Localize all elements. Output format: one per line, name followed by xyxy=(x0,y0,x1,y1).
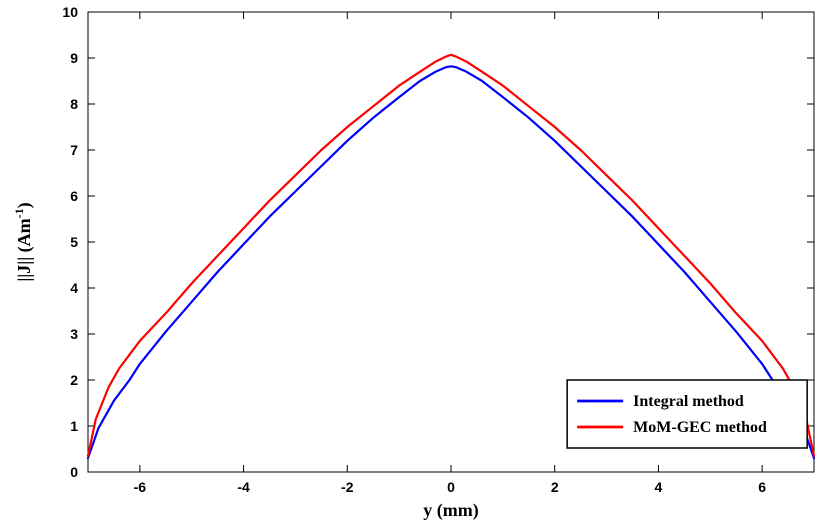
legend-label: Integral method xyxy=(633,393,744,410)
x-tick-label: 2 xyxy=(551,479,559,495)
x-axis-title: y (mm) xyxy=(423,500,478,521)
y-tick-label: 10 xyxy=(62,4,78,20)
line-chart: -6-4-20246012345678910y (mm)||J|| (Am-1)… xyxy=(0,0,840,532)
y-tick-label: 9 xyxy=(70,50,78,66)
legend-box xyxy=(567,380,807,448)
legend-label: MoM-GEC method xyxy=(633,419,767,436)
x-tick-label: -6 xyxy=(134,479,147,495)
x-tick-label: -2 xyxy=(341,479,354,495)
chart-container: -6-4-20246012345678910y (mm)||J|| (Am-1)… xyxy=(0,0,840,532)
legend: Integral method MoM-GEC method xyxy=(567,380,807,448)
y-tick-label: 2 xyxy=(70,372,78,388)
x-tick-label: -4 xyxy=(237,479,250,495)
y-tick-label: 1 xyxy=(70,418,78,434)
y-tick-label: 7 xyxy=(70,142,78,158)
y-tick-label: 4 xyxy=(70,280,78,296)
y-tick-label: 5 xyxy=(70,234,78,250)
x-tick-label: 4 xyxy=(655,479,663,495)
x-tick-label: 6 xyxy=(758,479,766,495)
x-tick-label: 0 xyxy=(447,479,455,495)
y-tick-label: 3 xyxy=(70,326,78,342)
y-tick-label: 6 xyxy=(70,188,78,204)
y-tick-label: 0 xyxy=(70,464,78,480)
y-tick-label: 8 xyxy=(70,96,78,112)
